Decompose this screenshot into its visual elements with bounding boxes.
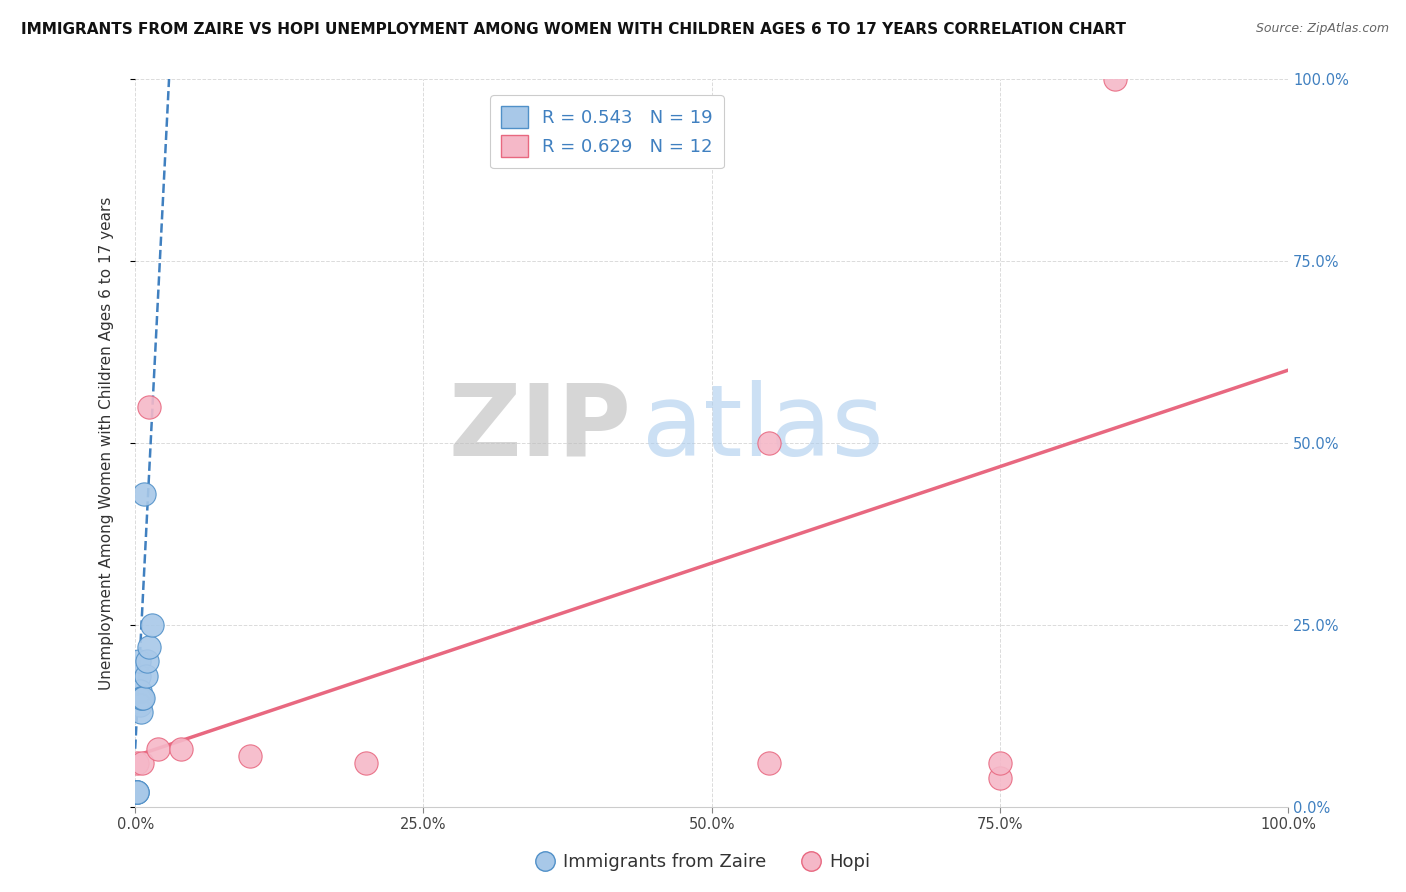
Point	[138, 640, 160, 654]
Point	[128, 690, 150, 705]
Point	[135, 654, 157, 668]
Point	[129, 690, 152, 705]
Point	[138, 400, 160, 414]
Point	[988, 756, 1011, 771]
Point	[988, 771, 1011, 785]
Point	[758, 756, 780, 771]
Text: ZIP: ZIP	[449, 380, 631, 477]
Point	[131, 690, 153, 705]
Point	[127, 785, 149, 799]
Point	[125, 785, 148, 799]
Point	[135, 669, 157, 683]
Point	[128, 698, 150, 712]
Point	[148, 741, 170, 756]
Point	[132, 690, 155, 705]
Text: IMMIGRANTS FROM ZAIRE VS HOPI UNEMPLOYMENT AMONG WOMEN WITH CHILDREN AGES 6 TO 1: IMMIGRANTS FROM ZAIRE VS HOPI UNEMPLOYME…	[21, 22, 1126, 37]
Legend: R = 0.543   N = 19, R = 0.629   N = 12: R = 0.543 N = 19, R = 0.629 N = 12	[491, 95, 724, 169]
Point	[131, 756, 153, 771]
Point	[129, 706, 152, 720]
Legend: Immigrants from Zaire, Hopi: Immigrants from Zaire, Hopi	[529, 847, 877, 879]
Point	[1104, 72, 1126, 87]
Point	[134, 487, 156, 501]
Point	[239, 749, 262, 764]
Point	[125, 785, 148, 799]
Text: Source: ZipAtlas.com: Source: ZipAtlas.com	[1256, 22, 1389, 36]
Text: atlas: atlas	[643, 380, 884, 477]
Point	[141, 618, 163, 632]
Point	[128, 669, 150, 683]
Point	[170, 741, 193, 756]
Point	[127, 756, 149, 771]
Point	[127, 785, 149, 799]
Point	[128, 654, 150, 668]
Point	[354, 756, 377, 771]
Point	[127, 785, 149, 799]
Point	[758, 436, 780, 450]
Point	[128, 683, 150, 698]
Y-axis label: Unemployment Among Women with Children Ages 6 to 17 years: Unemployment Among Women with Children A…	[100, 196, 114, 690]
